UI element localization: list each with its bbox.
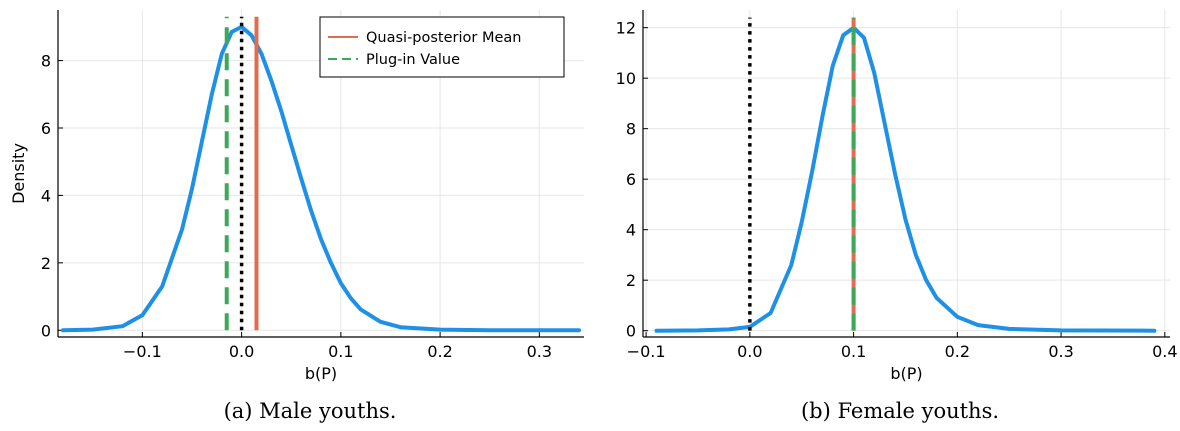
- y-tick-label: 4: [626, 221, 636, 240]
- density-curve: [654, 25, 1157, 333]
- y-tick-label: 0: [41, 321, 51, 340]
- x-tick-label: 0.1: [841, 342, 866, 361]
- density-curve: [61, 24, 581, 333]
- panel-male-youths: −0.1 0.0 0.1 0.2 0.3 0 2 4 6 8 b(P) Density Quasi-po…: [9, 10, 584, 423]
- panel-caption: (a) Male youths.: [224, 399, 397, 423]
- y-tick-label: 6: [41, 119, 51, 138]
- legend-label-plugin: Plug-in Value: [366, 52, 460, 68]
- x-tick-label: 0.3: [1048, 342, 1073, 361]
- panel-caption: (b) Female youths.: [801, 399, 999, 423]
- x-axis-label: b(P): [305, 364, 337, 383]
- x-tick-label: 0.2: [427, 342, 452, 361]
- y-tick-label: 2: [626, 271, 636, 290]
- y-tick-label: 0: [626, 322, 636, 341]
- y-tick-label: 6: [626, 170, 636, 189]
- legend-box: [319, 16, 565, 78]
- x-tick-label: 0.3: [527, 342, 552, 361]
- x-tick-label: 0.2: [945, 342, 970, 361]
- x-axis-label: b(P): [890, 364, 922, 383]
- x-tick-label: 0.4: [1152, 342, 1177, 361]
- legend-label-mean: Quasi-posterior Mean: [366, 30, 521, 46]
- legend: Quasi-posterior Mean Plug-in Value: [319, 16, 565, 78]
- x-tick-label: −0.1: [123, 342, 162, 361]
- y-tick-label: 4: [41, 186, 51, 205]
- y-tick-label: 8: [626, 120, 636, 139]
- y-tick-label: 12: [616, 19, 636, 38]
- y-tick-label: 8: [41, 52, 51, 71]
- x-tick-label: 0.1: [328, 342, 353, 361]
- x-tick-label: 0.0: [737, 342, 762, 361]
- x-tick-label: 0.0: [229, 342, 254, 361]
- x-tick-label: −0.1: [627, 342, 666, 361]
- panel-female-youths: −0.1 0.0 0.1 0.2 0.3 0.4 0 2 4 6 8 10 12 b(P) (b) Fema…: [616, 10, 1178, 423]
- y-tick-label: 2: [41, 254, 51, 273]
- y-tick-label: 10: [616, 69, 636, 88]
- y-axis-label: Density: [9, 143, 28, 204]
